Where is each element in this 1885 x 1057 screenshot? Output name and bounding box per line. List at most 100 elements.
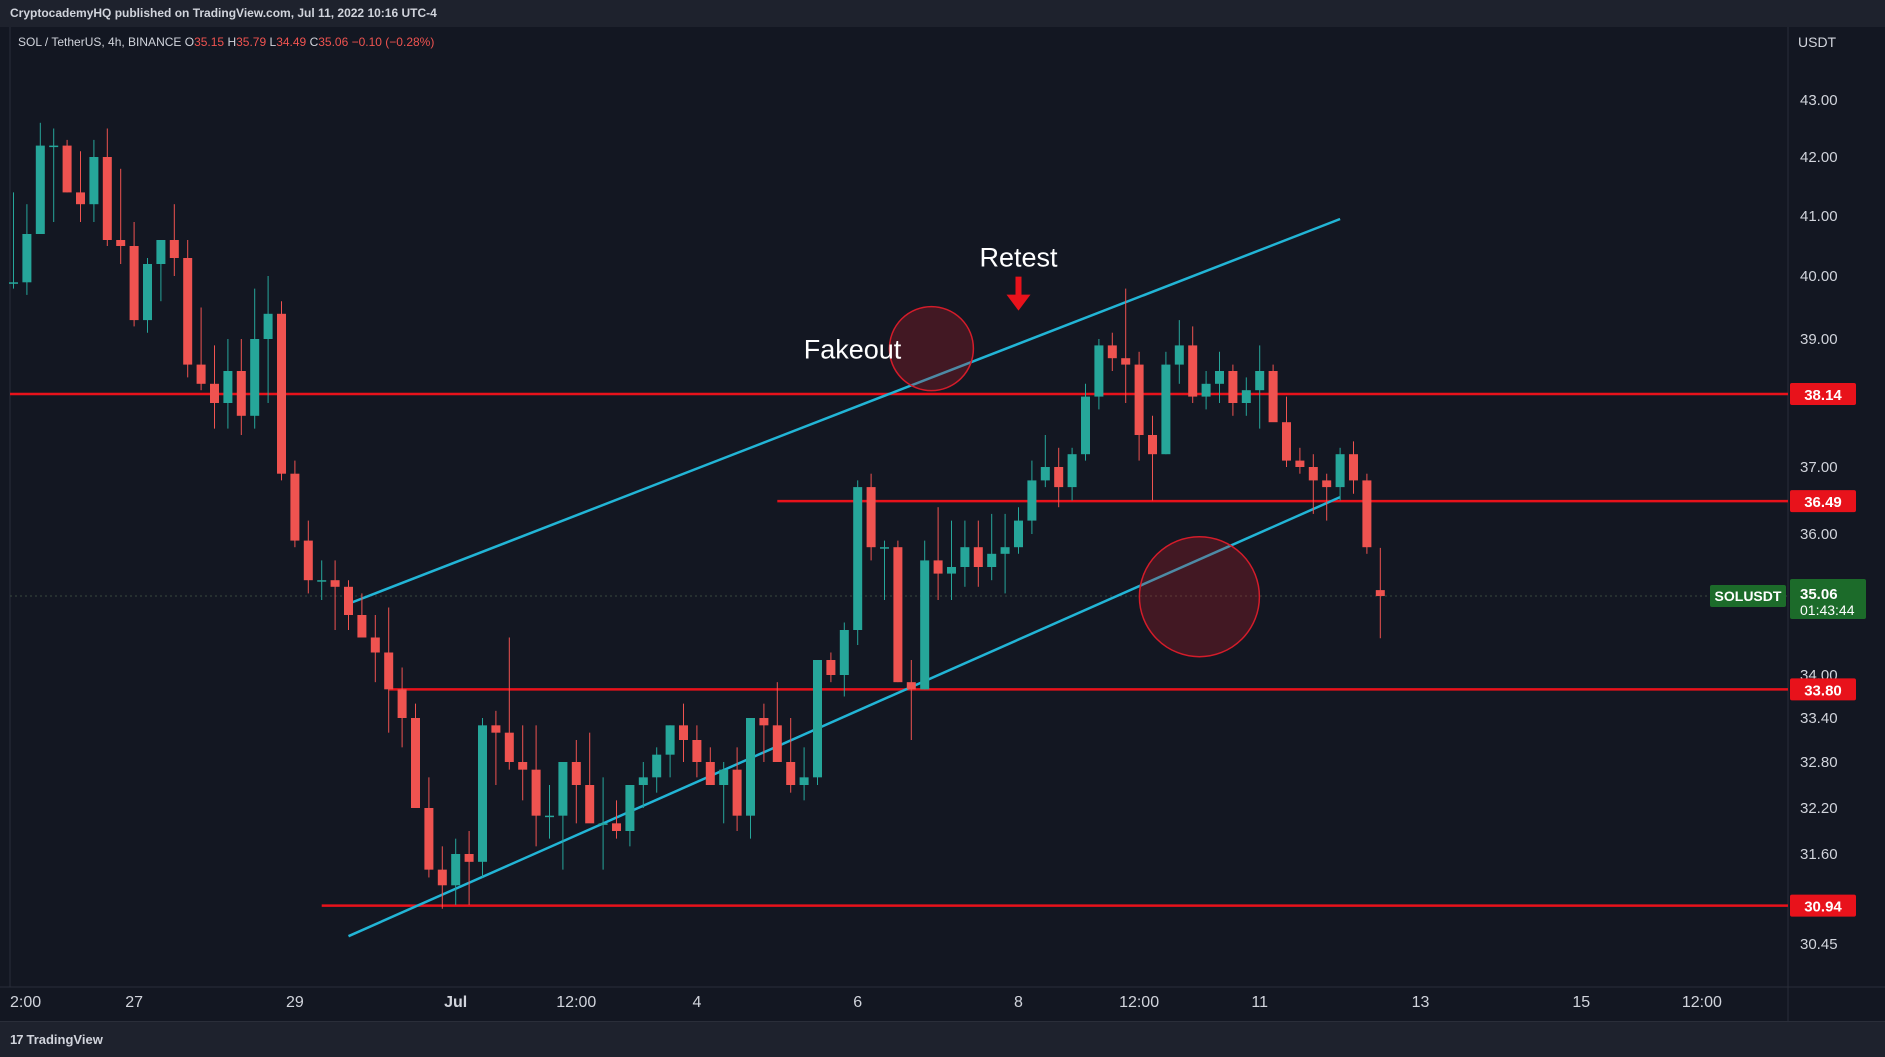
candle-up[interactable] (263, 313, 273, 339)
candle-up[interactable] (598, 823, 608, 825)
candle-up[interactable] (1067, 454, 1077, 488)
candle-down[interactable] (1134, 364, 1144, 435)
candle-down[interactable] (210, 383, 219, 403)
channel-lower-line[interactable] (347, 496, 1341, 938)
candle-down[interactable] (183, 258, 193, 365)
candle-down[interactable] (1107, 345, 1117, 359)
candle-down[interactable] (411, 718, 420, 808)
candle-up[interactable] (880, 547, 889, 549)
candle-down[interactable] (344, 586, 353, 615)
candle-down[interactable] (772, 725, 782, 762)
candle-down[interactable] (196, 364, 206, 384)
candle-down[interactable] (397, 689, 407, 718)
candle-down[interactable] (277, 313, 286, 474)
candle-down[interactable] (906, 682, 916, 690)
candle-up[interactable] (638, 777, 648, 785)
candle-down[interactable] (1322, 480, 1332, 488)
candle-down[interactable] (1148, 435, 1157, 455)
candle-up[interactable] (1027, 480, 1037, 521)
candle-down[interactable] (866, 487, 876, 548)
candle-down[interactable] (303, 540, 313, 581)
candle-down[interactable] (504, 732, 514, 762)
candle-down[interactable] (732, 769, 742, 816)
candle-down[interactable] (370, 637, 380, 653)
candle-up[interactable] (1161, 364, 1171, 455)
candle-down[interactable] (1362, 480, 1372, 548)
candle-up[interactable] (558, 762, 568, 816)
candle-down[interactable] (169, 240, 179, 258)
candle-down[interactable] (1268, 371, 1278, 423)
candle-up[interactable] (35, 145, 45, 234)
candle-down[interactable] (1295, 460, 1305, 467)
candle-down[interactable] (1308, 467, 1318, 481)
candle-up[interactable] (960, 547, 970, 567)
candle-down[interactable] (679, 725, 688, 740)
candle-up[interactable] (478, 725, 487, 862)
candle-down[interactable] (1121, 358, 1131, 365)
candle-up[interactable] (1014, 520, 1023, 548)
candle-down[interactable] (102, 157, 112, 240)
candle-up[interactable] (625, 785, 635, 831)
candle-up[interactable] (156, 240, 166, 264)
tradingview-logo[interactable]: 17 TradingView (10, 1032, 103, 1047)
candle-down[interactable] (1188, 345, 1198, 397)
candle-up[interactable] (1000, 547, 1010, 554)
candle-up[interactable] (799, 777, 809, 785)
candle-up[interactable] (1174, 345, 1184, 365)
candle-down[interactable] (1375, 590, 1385, 597)
candle-up[interactable] (987, 553, 997, 567)
candle-down[interactable] (1282, 422, 1291, 461)
candle-down[interactable] (705, 762, 715, 785)
candle-up[interactable] (1081, 396, 1090, 455)
candle-up[interactable] (451, 854, 461, 886)
candle-down[interactable] (290, 473, 300, 541)
candle-up[interactable] (89, 157, 99, 205)
candle-up[interactable] (853, 487, 863, 630)
candle-up[interactable] (920, 560, 930, 690)
candle-up[interactable] (652, 754, 662, 778)
candle-up[interactable] (1335, 454, 1345, 488)
candle-down[interactable] (384, 652, 394, 690)
candle-down[interactable] (531, 769, 541, 816)
candle-down[interactable] (759, 718, 769, 726)
candle-up[interactable] (746, 718, 755, 816)
channel-upper-line[interactable] (348, 217, 1341, 605)
candle-up[interactable] (1094, 345, 1104, 397)
candle-up[interactable] (317, 580, 327, 582)
candle-up[interactable] (1241, 390, 1251, 403)
candle-down[interactable] (491, 725, 501, 733)
candle-up[interactable] (250, 339, 260, 416)
candle-up[interactable] (22, 234, 32, 283)
price-chart[interactable]: Fakeout Retest USDT 43.00 42.00 41.00 40.00 39.… (0, 27, 1885, 1021)
candle-up[interactable] (665, 725, 675, 755)
candle-down[interactable] (933, 560, 943, 574)
candle-down[interactable] (424, 808, 434, 870)
candle-up[interactable] (839, 630, 849, 675)
candle-up[interactable] (719, 769, 729, 785)
candle-up[interactable] (813, 660, 822, 778)
candle-down[interactable] (518, 762, 528, 770)
candle-down[interactable] (973, 547, 983, 567)
candle-up[interactable] (947, 567, 956, 574)
candle-down[interactable] (612, 823, 621, 831)
candle-up[interactable] (143, 264, 152, 321)
candle-down[interactable] (826, 660, 836, 675)
candle-down[interactable] (76, 192, 85, 205)
candle-down[interactable] (1054, 467, 1064, 488)
candle-down[interactable] (116, 240, 126, 246)
candle-up[interactable] (1040, 467, 1050, 481)
candle-up[interactable] (9, 282, 18, 284)
candle-down[interactable] (62, 145, 72, 193)
candle-down[interactable] (692, 740, 702, 762)
candle-down[interactable] (330, 580, 340, 587)
candle-up[interactable] (545, 815, 554, 818)
candle-up[interactable] (49, 145, 59, 148)
candle-down[interactable] (129, 246, 139, 321)
candle-up[interactable] (1201, 383, 1211, 397)
candle-down[interactable] (571, 762, 581, 785)
candle-down[interactable] (236, 371, 246, 416)
candle-down[interactable] (1228, 371, 1238, 403)
candle-up[interactable] (223, 371, 233, 403)
candle-down[interactable] (437, 869, 447, 886)
candle-up[interactable] (1255, 371, 1265, 391)
